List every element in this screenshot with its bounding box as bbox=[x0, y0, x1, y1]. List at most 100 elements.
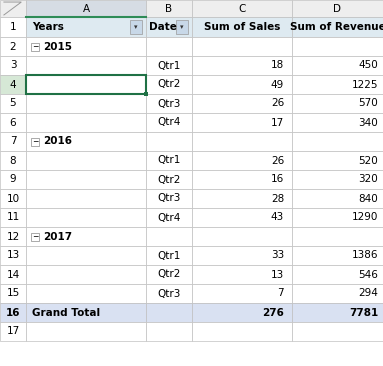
Text: 11: 11 bbox=[7, 213, 20, 223]
Bar bbox=[292, 284, 383, 303]
Bar bbox=[0, 227, 26, 246]
Bar bbox=[192, 113, 292, 132]
Bar bbox=[146, 113, 192, 132]
Bar bbox=[292, 94, 383, 113]
Bar bbox=[192, 189, 292, 208]
Bar bbox=[26, 265, 146, 284]
Bar bbox=[146, 284, 192, 303]
Text: 49: 49 bbox=[271, 79, 284, 90]
Text: 26: 26 bbox=[271, 156, 284, 165]
Text: 33: 33 bbox=[271, 250, 284, 261]
Bar bbox=[26, 284, 146, 303]
Bar bbox=[0, 322, 26, 341]
Text: 13: 13 bbox=[7, 250, 20, 261]
Bar bbox=[146, 303, 192, 322]
Text: 1386: 1386 bbox=[352, 250, 378, 261]
Bar bbox=[146, 75, 192, 94]
Bar bbox=[192, 17, 292, 37]
Bar bbox=[292, 113, 383, 132]
Bar bbox=[31, 42, 39, 51]
Bar bbox=[0, 208, 26, 227]
Bar bbox=[292, 246, 383, 265]
Bar bbox=[292, 151, 383, 170]
Text: 14: 14 bbox=[7, 269, 20, 280]
Text: D: D bbox=[334, 4, 342, 14]
Bar bbox=[292, 37, 383, 56]
Bar bbox=[146, 189, 192, 208]
Text: 1: 1 bbox=[10, 22, 16, 32]
Bar bbox=[26, 322, 146, 341]
Text: 840: 840 bbox=[358, 194, 378, 203]
Text: 17: 17 bbox=[7, 326, 20, 336]
Bar bbox=[0, 132, 26, 151]
Bar bbox=[146, 246, 192, 265]
Bar bbox=[26, 17, 146, 37]
Text: Years: Years bbox=[32, 22, 64, 32]
Bar bbox=[0, 151, 26, 170]
Bar bbox=[0, 75, 26, 94]
Text: 4: 4 bbox=[10, 79, 16, 90]
Text: 520: 520 bbox=[358, 156, 378, 165]
Bar bbox=[0, 265, 26, 284]
Text: Qtr2: Qtr2 bbox=[157, 79, 181, 90]
Bar bbox=[292, 56, 383, 75]
Text: 570: 570 bbox=[358, 98, 378, 108]
Bar bbox=[192, 56, 292, 75]
Bar bbox=[26, 227, 146, 246]
Bar bbox=[26, 37, 146, 56]
Bar bbox=[292, 322, 383, 341]
Bar bbox=[192, 151, 292, 170]
Text: 7: 7 bbox=[10, 137, 16, 146]
Text: Qtr1: Qtr1 bbox=[157, 250, 181, 261]
Text: ▾: ▾ bbox=[180, 24, 184, 30]
Bar bbox=[192, 0, 292, 17]
Bar bbox=[26, 189, 146, 208]
Text: 26: 26 bbox=[271, 98, 284, 108]
Bar bbox=[0, 189, 26, 208]
Bar bbox=[146, 56, 192, 75]
Text: Qtr1: Qtr1 bbox=[157, 60, 181, 71]
Text: 10: 10 bbox=[7, 194, 20, 203]
Bar bbox=[146, 37, 192, 56]
Text: Qtr3: Qtr3 bbox=[157, 194, 181, 203]
Bar bbox=[292, 132, 383, 151]
Text: Qtr4: Qtr4 bbox=[157, 117, 181, 127]
Text: C: C bbox=[238, 4, 246, 14]
Text: Date: Date bbox=[149, 22, 177, 32]
Text: 15: 15 bbox=[7, 288, 20, 299]
Bar bbox=[26, 170, 146, 189]
Text: 12: 12 bbox=[7, 232, 20, 242]
Text: 9: 9 bbox=[10, 175, 16, 184]
Bar bbox=[146, 208, 192, 227]
Bar bbox=[192, 94, 292, 113]
Bar bbox=[146, 132, 192, 151]
Bar bbox=[26, 151, 146, 170]
Bar bbox=[292, 208, 383, 227]
Bar bbox=[292, 0, 383, 17]
Bar bbox=[26, 94, 146, 113]
Bar bbox=[192, 227, 292, 246]
Text: Qtr4: Qtr4 bbox=[157, 213, 181, 223]
Text: −: − bbox=[32, 137, 38, 146]
Bar bbox=[146, 265, 192, 284]
Text: 7: 7 bbox=[277, 288, 284, 299]
Bar bbox=[26, 56, 146, 75]
Bar bbox=[144, 92, 148, 96]
Bar bbox=[0, 56, 26, 75]
Bar bbox=[0, 37, 26, 56]
Text: 6: 6 bbox=[10, 117, 16, 127]
Bar bbox=[26, 113, 146, 132]
Text: 2015: 2015 bbox=[43, 41, 72, 52]
Bar bbox=[0, 94, 26, 113]
Bar bbox=[130, 20, 142, 34]
Bar bbox=[146, 170, 192, 189]
Text: Sum of Sales: Sum of Sales bbox=[204, 22, 280, 32]
Text: 18: 18 bbox=[271, 60, 284, 71]
Text: Qtr1: Qtr1 bbox=[157, 156, 181, 165]
Text: 1290: 1290 bbox=[352, 213, 378, 223]
Bar bbox=[0, 303, 26, 322]
Bar bbox=[192, 284, 292, 303]
Text: 320: 320 bbox=[358, 175, 378, 184]
Bar bbox=[0, 17, 26, 37]
Bar bbox=[26, 75, 146, 94]
